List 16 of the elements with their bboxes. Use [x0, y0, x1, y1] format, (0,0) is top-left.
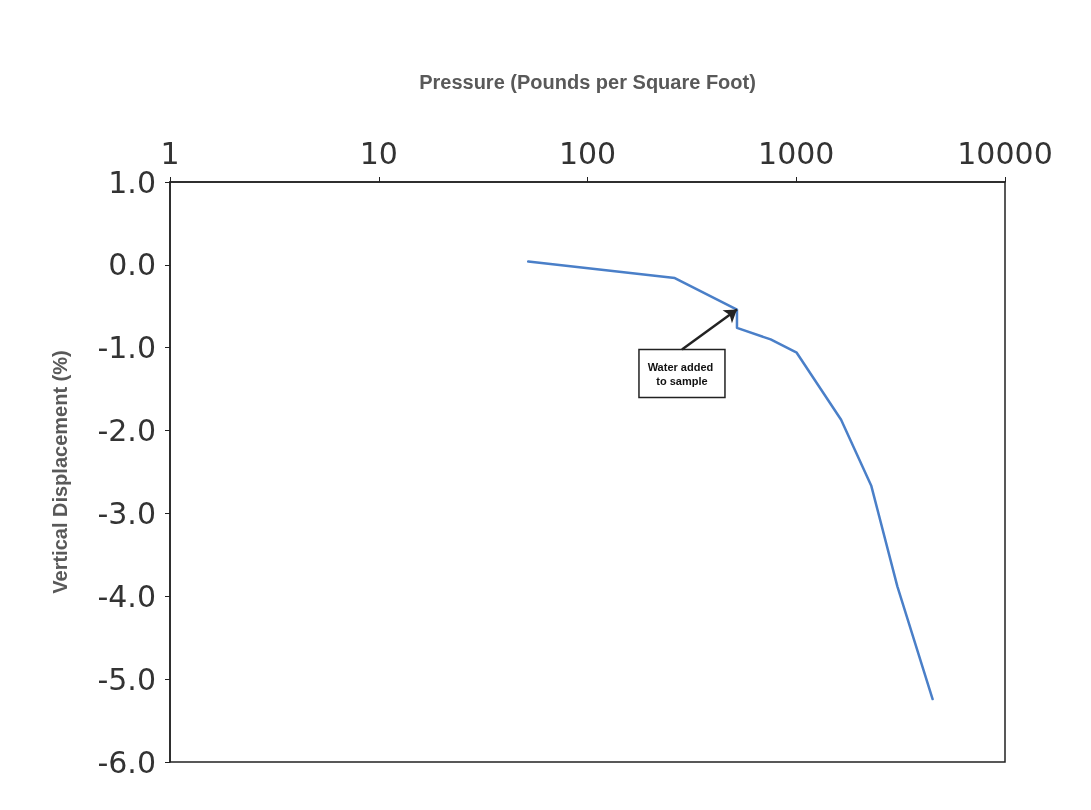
y-tick-label: -1.0 — [97, 330, 156, 366]
y-axis-title: Vertical Displacement (%) — [49, 350, 71, 594]
y-tick-label: -3.0 — [97, 495, 156, 531]
x-tick-label: 10 — [359, 135, 398, 171]
annotation: Water added to sample — [647, 360, 717, 387]
y-tick-label: 0.0 — [108, 247, 156, 283]
y-tick-label: -2.0 — [97, 413, 156, 449]
x-tick-label: 100 — [558, 135, 617, 171]
y-tick-label: -4.0 — [97, 578, 156, 614]
y-tick-label: -5.0 — [97, 661, 156, 697]
x-tick-label: 1 — [160, 135, 180, 171]
x-tick-label: 1000 — [758, 135, 835, 171]
x-axis-title: Pressure (Pounds per Square Foot) — [419, 71, 756, 93]
y-tick-label: 1.0 — [108, 164, 156, 200]
y-tick-label: -6.0 — [97, 744, 156, 780]
x-tick-label: 10000 — [957, 135, 1053, 171]
